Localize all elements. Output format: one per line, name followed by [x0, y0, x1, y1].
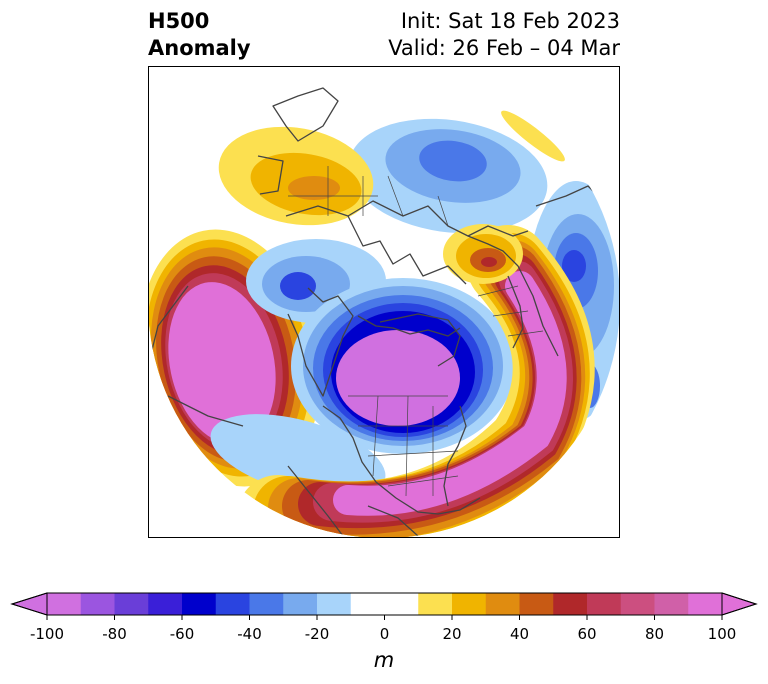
colorbar-tick-label: 0: [380, 625, 390, 643]
init-date: Init: Sat 18 Feb 2023: [400, 9, 620, 33]
anomaly-field: [148, 110, 620, 538]
colorbar-tick-label: -80: [102, 625, 127, 643]
colorbar-unit-label: m: [374, 648, 394, 672]
borders: [288, 166, 544, 497]
colorbar-bin: [182, 593, 217, 615]
colorbar-bin: [148, 593, 183, 615]
title-left: H500 Anomaly: [148, 8, 251, 62]
colorbar-bin: [249, 593, 284, 615]
colorbar-bin: [654, 593, 689, 615]
colorbar-bin: [283, 593, 318, 615]
colorbar-bin: [317, 593, 352, 615]
colorbar-ticks: -100 -80 -60 -40 -20 0 20 40 60 80 100: [30, 615, 736, 643]
colorbar-tick-label: 60: [577, 625, 596, 643]
anomaly-map: [148, 66, 620, 538]
colorbar-bin: [350, 593, 385, 615]
colorbar-bin: [688, 593, 723, 615]
colorbar-bin: [620, 593, 655, 615]
colorbar-bin: [553, 593, 588, 615]
valid-range: Valid: 26 Feb – 04 Mar: [388, 36, 620, 60]
colorbar-extend-min: [10, 592, 48, 616]
colorbar-tick-label: -20: [305, 625, 330, 643]
colorbar-bin: [384, 593, 419, 615]
colorbar-tick-label: -40: [237, 625, 262, 643]
colorbar-tick-label: 20: [442, 625, 461, 643]
canada-trough: [291, 278, 515, 454]
title-right: Init: Sat 18 Feb 2023 Valid: 26 Feb – 04…: [388, 8, 620, 62]
colorbar-tick-label: 80: [645, 625, 664, 643]
colorbar-bin: [519, 593, 554, 615]
colorbar-bin: [47, 593, 82, 615]
siberia-ridge: [218, 126, 374, 226]
colorbar-tick-label: -60: [170, 625, 195, 643]
colorbar-bin: [215, 593, 250, 615]
colorbar: -100 -80 -60 -40 -20 0 20 40 60 80 100 m: [10, 592, 758, 672]
colorbar-bins: [47, 593, 723, 615]
colorbar-tick-label: 100: [708, 625, 737, 643]
map-frame: [148, 66, 620, 538]
title-quantity: Anomaly: [148, 36, 251, 60]
colorbar-bin: [485, 593, 520, 615]
colorbar-tick-label: -100: [30, 625, 64, 643]
colorbar-extend-max: [721, 592, 758, 616]
colorbar-bin: [452, 593, 487, 615]
colorbar-tick-label: 40: [510, 625, 529, 643]
colorbar-bin: [418, 593, 453, 615]
colorbar-bin: [80, 593, 115, 615]
colorbar-bin: [114, 593, 149, 615]
title-variable: H500: [148, 9, 210, 33]
colorbar-bin: [587, 593, 622, 615]
